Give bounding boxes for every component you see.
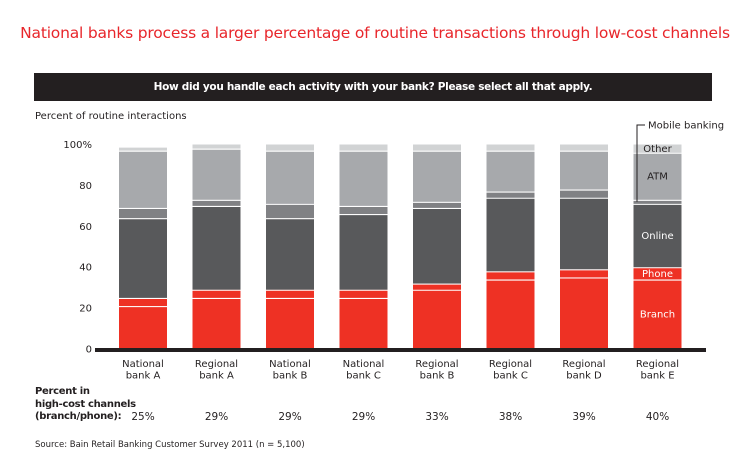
bar-segment-mobile-banking	[339, 205, 388, 215]
bar-segment-phone	[486, 271, 535, 280]
y-tick-label: 20	[79, 304, 92, 315]
category-label: bank A	[126, 371, 161, 382]
high-cost-percent-value: 29%	[204, 411, 229, 423]
bar-segment-mobile-banking	[192, 199, 241, 206]
bar-segment-mobile-banking	[486, 191, 535, 198]
bar-segment-mobile-banking	[266, 203, 314, 219]
bar-segment-other	[486, 144, 535, 151]
category-label: National	[122, 359, 164, 370]
bar-segment-mobile-banking	[119, 207, 167, 219]
segment-label-online: Online	[641, 231, 673, 242]
high-cost-label-line-3: (branch/phone):	[35, 411, 122, 422]
bar-segment-branch	[192, 297, 241, 349]
bar-segment-branch	[339, 297, 388, 349]
y-tick-label: 100%	[63, 140, 92, 151]
high-cost-percent-value: 38%	[498, 411, 523, 423]
y-tick-label: 80	[79, 181, 92, 192]
mobile-banking-callout-line	[636, 124, 645, 202]
bar-segment-other	[560, 144, 608, 151]
category-label: National	[343, 359, 385, 370]
category-label: bank E	[640, 371, 674, 382]
bar-segment-online	[560, 197, 608, 270]
high-cost-percent-value: 29%	[351, 411, 376, 423]
bar-segment-online	[339, 214, 388, 290]
x-axis-baseline	[95, 348, 706, 352]
bar-segment-atm	[192, 148, 241, 200]
bar-segment-online	[486, 197, 535, 272]
bar-segment-online	[633, 203, 682, 268]
bar-segment-phone	[560, 269, 608, 278]
high-cost-percent-value: 33%	[425, 411, 449, 423]
bar-segment-atm	[633, 152, 682, 200]
bar-segment-online	[413, 207, 461, 284]
bar-segment-other	[413, 144, 461, 151]
segment-label-phone: Phone	[642, 269, 673, 280]
high-cost-label-line-2: high-cost channels	[35, 398, 136, 410]
bar-segment-other	[192, 144, 241, 149]
bar-segment-atm	[560, 150, 608, 190]
source-note: Source: Bain Retail Banking Customer Sur…	[35, 440, 305, 450]
bar-segment-branch	[633, 279, 682, 349]
bar-segment-branch	[560, 277, 608, 349]
bar-segment-phone	[339, 289, 388, 298]
category-label: Regional	[636, 359, 679, 370]
category-label: bank C	[346, 371, 381, 382]
segment-label-atm: ATM	[647, 172, 668, 183]
high-cost-percent-value: 39%	[572, 411, 596, 423]
bar-segment-phone	[266, 289, 314, 298]
legend-label-mobile-banking: Mobile banking	[648, 121, 724, 132]
segment-label-other: Other	[643, 144, 672, 155]
bar-segment-branch	[266, 297, 314, 349]
bar-segment-other	[633, 144, 682, 153]
bar-segment-atm	[119, 150, 167, 208]
y-tick-label: 40	[79, 263, 92, 274]
bar-segment-branch	[413, 289, 461, 349]
chart-title: National banks process a larger percenta…	[20, 24, 730, 42]
high-cost-channels-label: Percent in high-cost channels (branch/ph…	[35, 386, 136, 424]
bar-segment-online	[192, 205, 241, 290]
bar-segment-atm	[266, 150, 314, 204]
segment-label-branch: Branch	[640, 310, 675, 321]
category-label: Regional	[489, 359, 532, 370]
bar-segment-branch	[486, 279, 535, 349]
high-cost-percent-value: 29%	[278, 411, 302, 423]
bar-segment-other	[266, 144, 314, 151]
bar-segment-other	[119, 146, 167, 151]
bar-segment-mobile-banking	[560, 189, 608, 198]
category-label: bank D	[566, 371, 602, 382]
bar-segment-mobile-banking	[413, 201, 461, 208]
category-label: National	[269, 359, 311, 370]
bar-segment-atm	[413, 150, 461, 202]
category-label: Regional	[415, 359, 458, 370]
bar-segment-phone	[119, 297, 167, 307]
bar-segment-online	[266, 218, 314, 290]
category-label: Regional	[562, 359, 605, 370]
high-cost-percent-value: 40%	[645, 411, 670, 423]
bar-segment-mobile-banking	[633, 199, 682, 204]
bar-segment-branch	[119, 306, 167, 349]
bar-segment-other	[339, 144, 388, 151]
survey-question-banner: How did you handle each activity with yo…	[34, 73, 712, 101]
category-label: bank B	[420, 371, 455, 382]
category-label: bank A	[199, 371, 234, 382]
bar-segment-atm	[339, 150, 388, 206]
bar-segment-phone	[633, 267, 682, 280]
high-cost-percent-value: 25%	[131, 411, 155, 423]
bar-segment-phone	[192, 289, 241, 298]
bar-segment-atm	[486, 150, 535, 192]
category-label: Regional	[195, 359, 238, 370]
category-label: bank B	[273, 371, 308, 382]
bar-segment-phone	[413, 283, 461, 290]
y-axis-label: Percent of routine interactions	[35, 111, 187, 122]
high-cost-label-line-1: Percent in	[35, 386, 90, 397]
category-label: bank C	[493, 371, 528, 382]
y-tick-label: 60	[79, 222, 92, 233]
y-tick-label: 0	[86, 345, 92, 356]
bar-segment-online	[119, 218, 167, 298]
